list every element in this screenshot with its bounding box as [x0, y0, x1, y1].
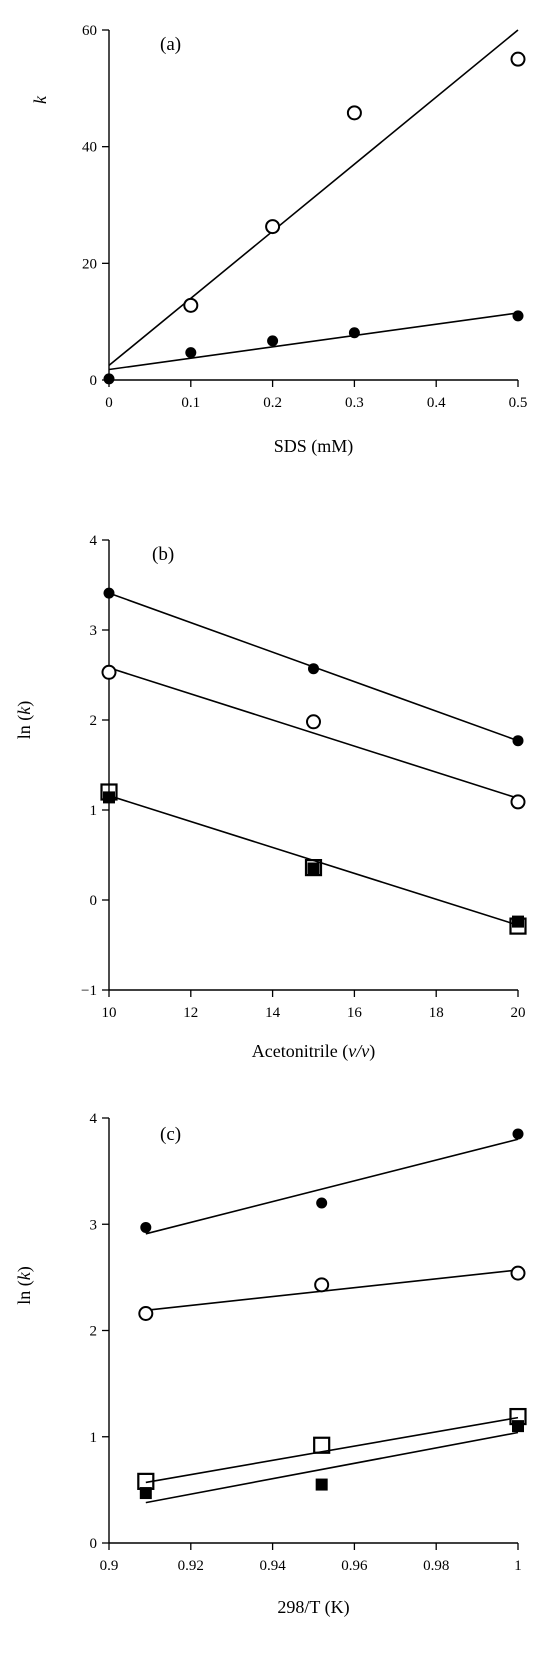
data-point-filled-circle	[308, 663, 319, 675]
data-point-open-square	[509, 917, 527, 935]
data-point-open-square	[313, 1436, 331, 1454]
data-point-filled-square	[512, 1420, 524, 1433]
y-axis-label: ln (k)	[14, 701, 35, 740]
fit-line-filled-circle	[108, 312, 519, 371]
data-point-filled-circle	[103, 587, 115, 599]
data-point-filled-circle	[103, 373, 115, 385]
x-axis-label: SDS (mM)	[274, 436, 354, 457]
y-tick-label: 40	[82, 140, 97, 156]
fit-line-filled-square	[145, 1431, 519, 1504]
x-tick-label: 12	[183, 1005, 198, 1021]
chart-panel-1: 0 20 40 60 0 0.1 0.2 0.3 0.4 0.5 (a) SDS (mM) k	[30, 23, 527, 457]
x-tick-label: 1	[514, 1558, 522, 1574]
data-point-open-circle	[510, 51, 526, 67]
data-point-open-circle	[265, 219, 281, 235]
data-point-filled-circle	[512, 310, 524, 322]
data-point-open-circle	[510, 1265, 526, 1281]
data-point-filled-square	[512, 915, 524, 928]
y-tick-label: 3	[90, 1217, 98, 1233]
data-point-filled-circle	[348, 327, 360, 339]
x-tick-label: 0.1	[181, 395, 200, 411]
data-point-filled-circle	[512, 735, 524, 747]
x-tick-label: 0	[105, 395, 113, 411]
x-tick-label: 0.2	[263, 395, 282, 411]
y-tick-label: 0	[90, 1536, 98, 1552]
chart-panel-3: 0 1 2 3 4 0.9 0.92 0.94 0.96 0.98 1 (c) 298/T (K) ln …	[14, 1111, 527, 1618]
x-tick-label: 0.5	[509, 395, 528, 411]
y-axis-label: ln (k)	[14, 1266, 35, 1305]
x-tick-label: 18	[429, 1005, 444, 1021]
y-tick-label: 60	[82, 23, 97, 39]
x-tick-label: 0.94	[259, 1558, 286, 1574]
fit-line-filled-circle	[145, 1138, 519, 1235]
x-tick-label: 0.92	[178, 1558, 204, 1574]
y-tick-label: 1	[90, 803, 98, 819]
y-tick-label: 4	[90, 533, 98, 549]
data-point-open-circle	[346, 105, 362, 121]
data-point-filled-circle	[185, 347, 197, 359]
data-point-open-circle	[510, 794, 526, 810]
x-tick-label: 10	[102, 1005, 117, 1021]
x-tick-label: 16	[347, 1005, 363, 1021]
y-tick-label: 20	[82, 256, 97, 272]
data-point-filled-circle	[316, 1197, 328, 1209]
x-tick-label: 14	[265, 1005, 281, 1021]
data-point-filled-circle	[512, 1128, 524, 1140]
fit-line-open-square	[145, 1416, 519, 1484]
data-point-filled-circle	[267, 335, 279, 347]
x-tick-label: 20	[511, 1005, 526, 1021]
data-point-open-circle	[138, 1306, 154, 1321]
y-tick-label: 1	[90, 1430, 98, 1446]
panel-label: (a)	[160, 34, 181, 55]
y-tick-label: 0	[90, 373, 98, 389]
y-tick-label: 2	[90, 713, 98, 729]
x-tick-label: 0.4	[427, 395, 446, 411]
x-tick-label: 0.96	[341, 1558, 368, 1574]
y-tick-label: −1	[81, 983, 97, 999]
x-axis-label: Acetonitrile (v/v)	[252, 1041, 375, 1062]
data-point-filled-square	[315, 1478, 328, 1491]
panel-label: (b)	[152, 544, 174, 565]
data-point-open-square	[100, 783, 118, 801]
data-point-filled-circle	[140, 1221, 152, 1233]
fit-line-open-circle	[108, 667, 519, 800]
x-axis-label: 298/T (K)	[277, 1597, 349, 1618]
data-point-filled-square	[139, 1487, 152, 1500]
data-point-open-circle	[101, 664, 117, 680]
panel-label: (c)	[160, 1124, 181, 1145]
y-tick-label: 2	[90, 1324, 98, 1340]
data-point-filled-square	[103, 791, 115, 804]
data-point-filled-square	[307, 862, 320, 875]
fit-line-open-circle	[108, 29, 519, 367]
data-point-open-circle	[183, 297, 199, 313]
y-tick-label: 3	[90, 623, 98, 639]
y-tick-label: 0	[90, 893, 98, 909]
data-point-open-circle	[314, 1277, 330, 1293]
y-axis-label: k	[30, 95, 50, 104]
y-tick-label: 4	[90, 1111, 98, 1127]
data-point-open-circle	[306, 714, 321, 730]
x-tick-label: 0.98	[423, 1558, 449, 1574]
fit-line-open-circle	[145, 1269, 519, 1312]
x-tick-label: 0.9	[100, 1558, 119, 1574]
x-tick-label: 0.3	[345, 395, 364, 411]
data-point-open-square	[304, 858, 323, 877]
